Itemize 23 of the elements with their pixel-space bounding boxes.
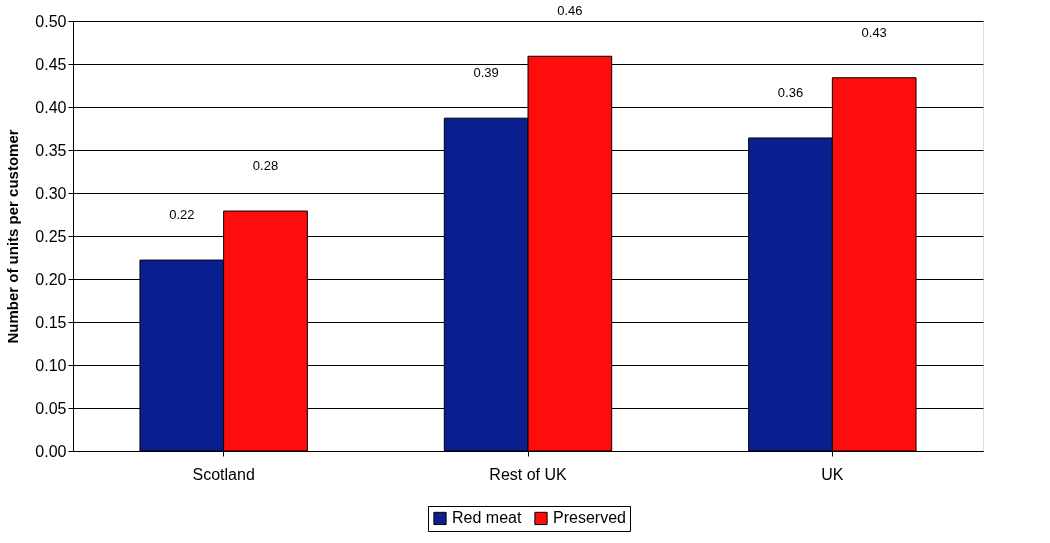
y-tick-label: 0.30: [35, 184, 67, 202]
y-tick-label: 0.40: [35, 98, 67, 116]
data-label: 0.43: [861, 24, 887, 40]
y-axis-title: Number of units per customer: [4, 129, 22, 344]
data-label: 0.46: [557, 3, 583, 19]
x-tick-label: Scotland: [192, 465, 255, 483]
y-tick-label: 0.45: [35, 55, 67, 73]
y-tick-label: 0.10: [35, 356, 67, 374]
y-tick-label: 0.20: [35, 270, 67, 288]
data-label: 0.39: [473, 65, 499, 81]
legend-label: Red meat: [452, 509, 522, 527]
y-tick-label: 0.50: [35, 12, 67, 30]
data-label: 0.28: [252, 158, 279, 174]
x-tick-label: Rest of UK: [489, 465, 568, 483]
y-tick-label: 0.15: [35, 313, 67, 331]
y-tick-label: 0.05: [35, 399, 67, 417]
legend-label: Preserved: [553, 509, 626, 527]
y-tick-label: 0.35: [35, 141, 67, 159]
x-tick-label: UK: [821, 465, 844, 483]
data-label: 0.36: [777, 84, 804, 100]
y-tick-label: 0.25: [35, 227, 67, 245]
y-tick-label: 0.00: [35, 442, 67, 460]
data-label: 0.22: [169, 207, 195, 223]
